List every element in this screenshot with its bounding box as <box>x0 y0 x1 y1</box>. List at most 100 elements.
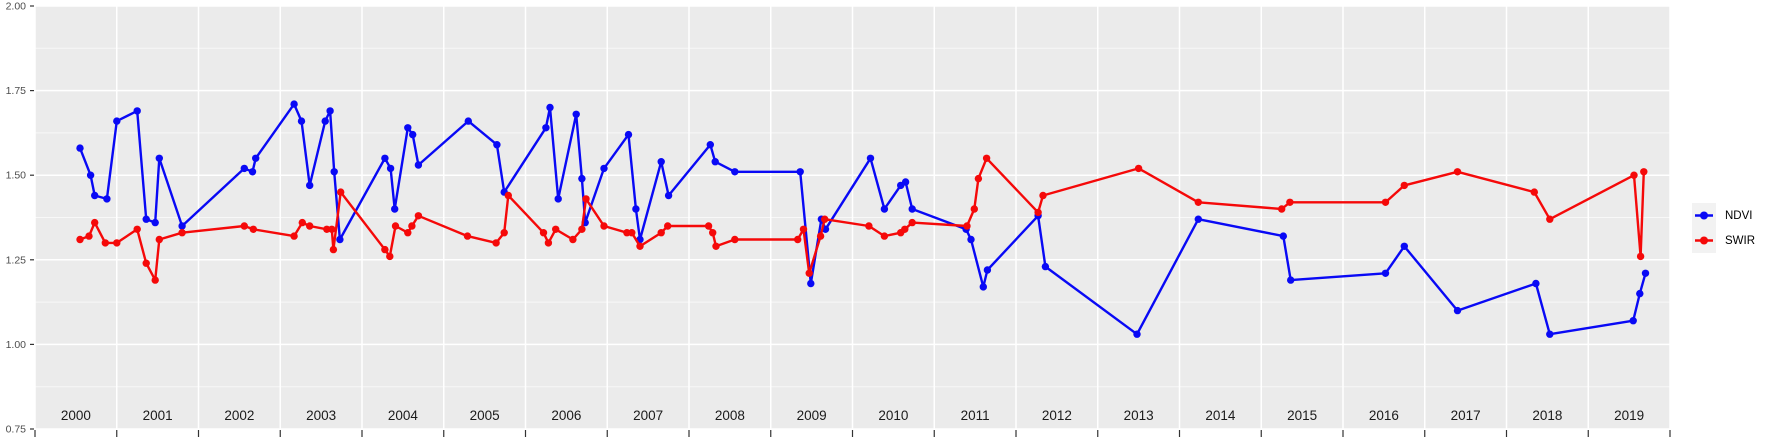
swir-point <box>982 154 991 162</box>
legend-item-swir: SWIR <box>1692 228 1755 253</box>
ndvi-point <box>330 168 338 176</box>
ndvi-point <box>657 158 665 166</box>
x-tick-label: 2019 <box>1614 408 1644 423</box>
ndvi-point <box>1629 317 1637 325</box>
ndvi-point <box>76 144 84 152</box>
ndvi-point <box>967 235 975 244</box>
ndvi-point <box>381 154 389 162</box>
swir-point <box>463 232 472 240</box>
swir-point <box>414 212 423 220</box>
swir-point <box>657 229 665 237</box>
ndvi-point <box>178 222 186 230</box>
legend-key-ndvi <box>1692 203 1716 228</box>
swir-point <box>386 252 394 261</box>
ndvi-point <box>248 168 257 176</box>
ndvi-point <box>91 191 99 200</box>
swir-point <box>963 222 971 230</box>
swir-point <box>1453 168 1462 176</box>
ndvi-point <box>1636 289 1644 298</box>
ndvi-point <box>493 141 501 149</box>
swir-point <box>664 222 672 230</box>
ndvi-point <box>113 117 121 125</box>
swir-point <box>539 229 548 237</box>
x-tick-label: 2001 <box>143 408 173 423</box>
x-tick-label: 2016 <box>1369 408 1399 423</box>
ndvi-point <box>546 103 554 112</box>
ndvi-point <box>1381 269 1390 277</box>
swir-point <box>408 222 416 230</box>
swir-point <box>76 235 84 244</box>
swir-point <box>404 229 412 237</box>
legend-item-ndvi: NDVI <box>1692 203 1755 228</box>
x-tick-label: 2014 <box>1205 408 1236 423</box>
ndvi-point <box>983 266 992 274</box>
ndvi-point <box>336 235 344 244</box>
ndvi-point <box>142 215 150 223</box>
swir-point <box>1039 191 1047 200</box>
swir-point <box>298 218 306 227</box>
ndvi-point <box>151 218 159 227</box>
ndvi-point <box>572 110 580 119</box>
x-tick-label: 2007 <box>633 408 663 423</box>
ndvi-point <box>600 164 608 173</box>
swir-point <box>865 222 873 230</box>
swir-point <box>500 229 508 237</box>
swir-point <box>240 222 248 230</box>
swir-point <box>101 239 110 247</box>
swir-point <box>1636 252 1645 261</box>
ndvi-point <box>664 191 673 200</box>
y-tick-label: 2.00 <box>6 1 27 13</box>
swir-point <box>816 232 825 240</box>
swir-point <box>1194 198 1203 206</box>
swir-point <box>1400 181 1409 190</box>
ndvi-point <box>155 154 163 162</box>
ndvi-point <box>1287 276 1295 284</box>
ndvi-point <box>321 117 329 125</box>
swir-point <box>337 188 345 196</box>
x-tick-label: 2009 <box>797 408 827 423</box>
swir-point <box>133 225 141 233</box>
ndvi-point <box>297 117 306 125</box>
swir-key-icon <box>1695 236 1713 245</box>
ndvi-point <box>404 124 412 132</box>
ndvi-point <box>464 117 472 125</box>
swir-point <box>142 259 150 267</box>
ndvi-point <box>1400 242 1409 250</box>
ndvi-point <box>880 205 889 213</box>
swir-point <box>381 245 389 254</box>
swir-point <box>306 222 314 230</box>
x-tick-label: 2004 <box>388 408 419 423</box>
swir-point <box>908 218 916 227</box>
swir-point <box>113 239 121 247</box>
ndvi-point <box>252 154 260 162</box>
swir-point <box>794 235 802 244</box>
swir-point <box>178 229 186 237</box>
ndvi-key-icon <box>1695 211 1713 220</box>
x-tick-label: 2013 <box>1124 408 1154 423</box>
ndvi-point <box>326 107 334 115</box>
ndvi-point <box>409 130 417 139</box>
ndvi-point <box>1453 306 1462 315</box>
y-tick-label: 1.25 <box>6 254 27 266</box>
swir-point <box>155 235 163 244</box>
ndvi-point <box>240 164 248 173</box>
swir-point <box>974 174 983 183</box>
ndvi-point <box>306 181 314 190</box>
swir-point <box>799 225 808 233</box>
x-tick-label: 2011 <box>961 408 990 423</box>
ndvi-point <box>578 174 586 183</box>
swir-point <box>578 225 586 233</box>
legend-label-ndvi: NDVI <box>1725 209 1753 222</box>
swir-point <box>492 239 500 247</box>
swir-point <box>704 222 713 230</box>
swir-point <box>712 242 720 250</box>
x-tick-label: 2002 <box>224 408 254 423</box>
x-tick-label: 2017 <box>1451 408 1481 423</box>
ndvi-point <box>908 205 916 213</box>
ndvi-point <box>1532 279 1540 288</box>
swir-point <box>504 191 512 200</box>
swir-point <box>544 239 553 247</box>
ndvi-point <box>542 124 550 132</box>
